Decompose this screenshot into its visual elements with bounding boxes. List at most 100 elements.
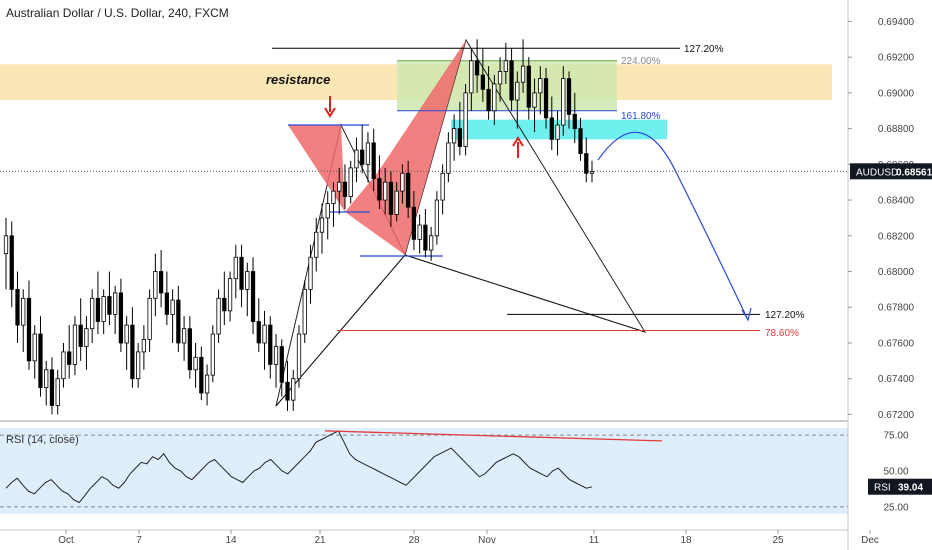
candle[interactable] [256,321,261,344]
candle[interactable] [371,142,376,180]
candle[interactable] [101,296,106,322]
candle[interactable] [118,292,124,344]
candle[interactable] [193,356,198,371]
candle[interactable] [526,65,531,108]
candle[interactable] [153,271,158,299]
candle[interactable] [377,178,382,201]
candle[interactable] [572,113,577,130]
candle[interactable] [136,351,141,380]
candle[interactable] [383,181,388,201]
candle[interactable] [555,124,560,140]
candle[interactable] [268,324,273,365]
candle[interactable] [78,324,83,347]
candle[interactable] [107,296,112,315]
candle[interactable] [417,224,422,240]
candle[interactable] [308,256,313,290]
candle[interactable] [61,351,66,380]
candle[interactable] [584,153,589,174]
candle[interactable] [561,78,566,126]
candle[interactable] [262,324,267,344]
candle[interactable] [113,292,118,315]
candle[interactable] [49,369,55,406]
candle[interactable] [319,217,325,233]
candle[interactable] [245,271,250,290]
candle[interactable] [227,278,233,312]
candle[interactable] [520,65,526,83]
candle[interactable] [486,88,491,112]
candle[interactable] [285,381,290,401]
candle[interactable] [354,149,359,169]
candle[interactable] [331,190,336,205]
candle[interactable] [497,71,503,85]
candle[interactable] [543,78,549,119]
candle[interactable] [400,172,405,192]
candle[interactable] [509,60,514,101]
candle[interactable] [365,142,371,165]
candle[interactable] [337,181,342,192]
candle[interactable] [474,60,480,76]
candle[interactable] [296,333,302,380]
candle[interactable] [360,149,365,165]
candle[interactable] [210,333,215,376]
candle[interactable] [84,328,89,347]
candle[interactable] [434,199,440,237]
candle[interactable] [578,128,583,155]
candle[interactable] [233,256,238,280]
candle[interactable] [589,171,595,174]
candle[interactable] [429,235,434,251]
candle[interactable] [566,78,572,115]
candle[interactable] [291,378,296,401]
candle[interactable] [222,297,227,312]
candle[interactable] [480,74,485,90]
candle[interactable] [515,81,520,101]
candle[interactable] [204,374,210,394]
candle[interactable] [279,346,284,383]
candle[interactable] [532,92,537,108]
candle[interactable] [38,333,43,389]
rsi-line[interactable] [5,430,593,504]
candle[interactable] [250,271,256,322]
candle[interactable] [538,78,543,94]
candle[interactable] [463,92,468,147]
candle[interactable] [21,297,26,326]
candle[interactable] [406,172,411,208]
candle[interactable] [411,206,417,240]
candle[interactable] [170,299,175,315]
candle[interactable] [187,328,192,371]
candle[interactable] [90,297,95,330]
candle[interactable] [124,324,129,344]
candle[interactable] [216,297,221,335]
candle[interactable] [239,256,244,290]
candle[interactable] [451,128,457,144]
candle[interactable] [492,83,497,112]
candle[interactable] [457,128,462,147]
candle[interactable] [273,346,279,365]
candle[interactable] [549,117,554,140]
candle[interactable] [348,167,353,197]
candle[interactable] [32,333,37,362]
candle[interactable] [446,142,451,174]
candle[interactable] [314,231,319,258]
candle[interactable] [130,324,135,380]
candle[interactable] [394,190,399,215]
candle[interactable] [302,288,307,335]
candle[interactable] [423,224,428,251]
candle[interactable] [72,324,78,365]
candle[interactable] [44,369,49,389]
candle[interactable] [158,271,164,294]
candle[interactable] [440,172,445,201]
candle[interactable] [181,328,187,344]
candle[interactable] [147,297,152,340]
candle[interactable] [164,292,169,315]
candle[interactable] [388,181,394,215]
candle[interactable] [199,356,204,394]
candle[interactable] [67,351,72,365]
candle[interactable] [26,297,32,362]
candle[interactable] [15,288,20,326]
candle[interactable] [325,203,330,219]
candle[interactable] [55,378,60,406]
candle[interactable] [95,297,101,322]
candle[interactable] [141,339,147,353]
candle[interactable] [342,181,348,197]
